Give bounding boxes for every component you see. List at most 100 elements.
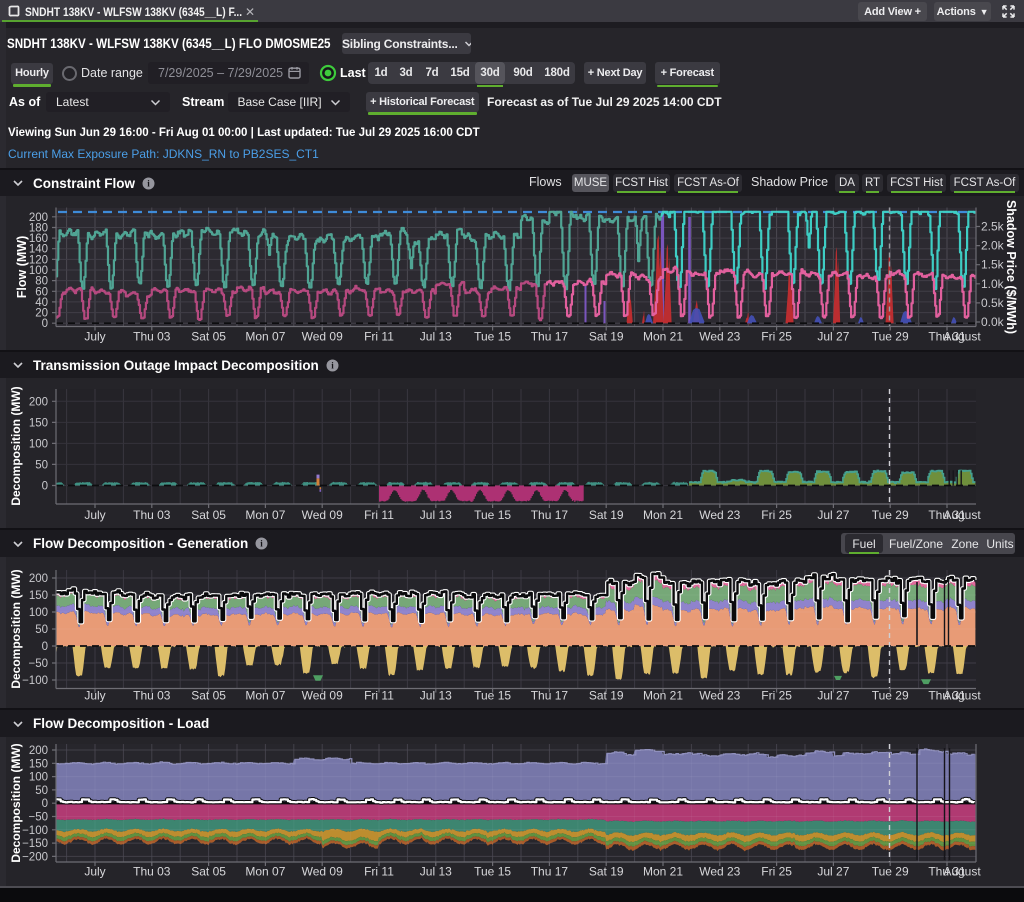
svg-text:Wed 09: Wed 09	[302, 865, 343, 879]
svg-text:Thu 03: Thu 03	[133, 330, 171, 344]
svg-text:Jul 13: Jul 13	[420, 689, 452, 703]
svg-text:−100: −100	[22, 675, 48, 687]
svg-text:Sat 19: Sat 19	[589, 508, 624, 522]
svg-text:1.0k: 1.0k	[981, 277, 1005, 291]
svg-text:Sat 19: Sat 19	[589, 330, 624, 344]
svg-text:80: 80	[35, 276, 48, 288]
svg-text:Jul 27: Jul 27	[817, 330, 849, 344]
svg-text:Wed 23: Wed 23	[699, 689, 740, 703]
svg-text:Tue 29: Tue 29	[872, 865, 909, 879]
svg-text:Flow (MW): Flow (MW)	[15, 236, 29, 298]
svg-text:August: August	[943, 689, 981, 703]
svg-text:Fri 11: Fri 11	[364, 865, 394, 879]
svg-text:August: August	[943, 330, 981, 344]
svg-text:Thu 31: Thu 31	[928, 508, 966, 522]
svg-text:Fri 25: Fri 25	[761, 689, 792, 703]
svg-text:Wed 23: Wed 23	[699, 865, 740, 879]
svg-text:20: 20	[35, 308, 48, 320]
svg-text:100: 100	[29, 265, 48, 277]
svg-text:Wed 23: Wed 23	[699, 508, 740, 522]
svg-text:Tue 15: Tue 15	[474, 689, 511, 703]
svg-text:Wed 09: Wed 09	[302, 689, 343, 703]
svg-text:Decomposition (MW): Decomposition (MW)	[9, 386, 23, 505]
svg-text:July: July	[84, 508, 105, 522]
svg-text:200: 200	[29, 396, 48, 408]
svg-text:0.0k: 0.0k	[981, 315, 1005, 329]
svg-text:Mon 07: Mon 07	[245, 689, 285, 703]
svg-text:Sat 19: Sat 19	[589, 689, 624, 703]
svg-text:Mon 07: Mon 07	[245, 330, 285, 344]
svg-text:100: 100	[29, 438, 48, 450]
svg-text:Thu 03: Thu 03	[133, 508, 171, 522]
svg-text:Fri 11: Fri 11	[364, 508, 394, 522]
svg-text:Wed 09: Wed 09	[302, 508, 343, 522]
svg-text:August: August	[943, 508, 981, 522]
svg-text:i: i	[147, 178, 150, 188]
svg-text:50: 50	[35, 459, 48, 471]
svg-text:Sat 19: Sat 19	[589, 865, 624, 879]
svg-text:2.5k: 2.5k	[981, 220, 1005, 234]
svg-text:1.5k: 1.5k	[981, 258, 1005, 272]
svg-text:160: 160	[29, 233, 48, 245]
svg-text:Thu 17: Thu 17	[531, 508, 569, 522]
svg-text:Fri 11: Fri 11	[364, 689, 394, 703]
svg-text:July: July	[84, 330, 105, 344]
svg-text:Wed 09: Wed 09	[302, 330, 343, 344]
svg-text:0: 0	[42, 641, 48, 653]
svg-text:Tue 29: Tue 29	[872, 689, 909, 703]
svg-text:150: 150	[29, 758, 48, 770]
svg-text:Thu 03: Thu 03	[133, 865, 171, 879]
svg-text:Jul 27: Jul 27	[817, 689, 849, 703]
svg-text:−50: −50	[28, 658, 48, 670]
svg-text:0: 0	[42, 481, 48, 493]
svg-text:−150: −150	[22, 838, 48, 850]
svg-text:60: 60	[35, 286, 48, 298]
svg-text:Thu 03: Thu 03	[133, 689, 171, 703]
svg-text:i: i	[261, 539, 264, 549]
svg-text:Jul 27: Jul 27	[817, 508, 849, 522]
svg-text:i: i	[331, 360, 334, 370]
svg-text:Thu 17: Thu 17	[531, 689, 569, 703]
svg-text:Jul 13: Jul 13	[420, 865, 452, 879]
svg-text:40: 40	[35, 297, 48, 309]
svg-text:−100: −100	[22, 825, 48, 837]
svg-text:150: 150	[29, 590, 48, 602]
svg-text:120: 120	[29, 254, 48, 266]
svg-text:200: 200	[29, 745, 48, 757]
svg-text:200: 200	[29, 573, 48, 585]
svg-text:0.5k: 0.5k	[981, 296, 1005, 310]
svg-text:Shadow Price ($/MWh): Shadow Price ($/MWh)	[1004, 200, 1018, 334]
svg-text:Wed 23: Wed 23	[699, 330, 740, 344]
svg-text:200: 200	[29, 212, 48, 224]
svg-text:Fri 25: Fri 25	[761, 508, 792, 522]
svg-text:August: August	[943, 865, 981, 879]
svg-text:Mon 07: Mon 07	[245, 865, 285, 879]
svg-text:Thu 31: Thu 31	[928, 865, 966, 879]
svg-text:Mon 21: Mon 21	[643, 508, 683, 522]
svg-text:Mon 07: Mon 07	[245, 508, 285, 522]
svg-text:Decomposition (MW): Decomposition (MW)	[9, 569, 23, 688]
svg-text:Jul 27: Jul 27	[817, 865, 849, 879]
svg-text:Tue 15: Tue 15	[474, 865, 511, 879]
svg-text:Fri 11: Fri 11	[364, 330, 394, 344]
svg-text:Tue 15: Tue 15	[474, 508, 511, 522]
svg-text:2.0k: 2.0k	[981, 239, 1005, 253]
svg-text:Mon 21: Mon 21	[643, 330, 683, 344]
svg-text:Thu 17: Thu 17	[531, 865, 569, 879]
svg-text:Fri 25: Fri 25	[761, 330, 792, 344]
svg-text:0: 0	[42, 798, 48, 810]
svg-text:140: 140	[29, 244, 48, 256]
svg-text:Fri 25: Fri 25	[761, 865, 792, 879]
svg-text:Tue 29: Tue 29	[872, 508, 909, 522]
svg-text:180: 180	[29, 223, 48, 235]
svg-text:Sat 05: Sat 05	[191, 508, 226, 522]
svg-text:50: 50	[35, 785, 48, 797]
svg-text:50: 50	[35, 624, 48, 636]
svg-text:Sat 05: Sat 05	[191, 330, 226, 344]
svg-text:Mon 21: Mon 21	[643, 865, 683, 879]
svg-text:Sat 05: Sat 05	[191, 689, 226, 703]
svg-text:Jul 13: Jul 13	[420, 330, 452, 344]
svg-text:−200: −200	[22, 851, 48, 863]
svg-text:Thu 31: Thu 31	[928, 689, 966, 703]
svg-text:Tue 29: Tue 29	[872, 330, 909, 344]
